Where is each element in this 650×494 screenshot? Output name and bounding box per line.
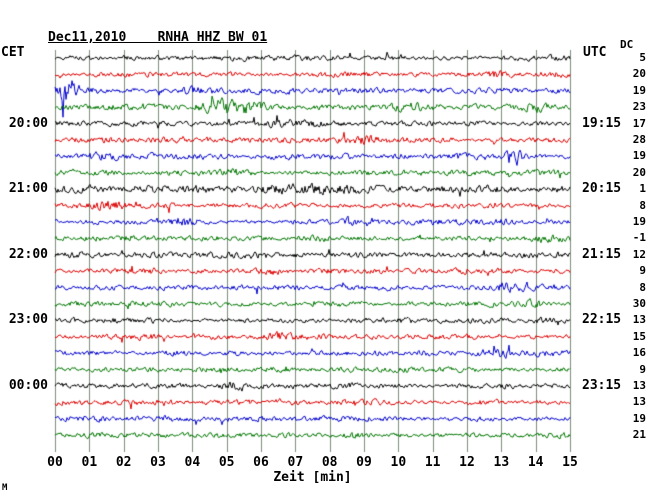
corner-mark: M <box>2 483 8 493</box>
x-tick-label: 12 <box>459 455 475 470</box>
x-tick-label: 06 <box>253 455 269 470</box>
left-timezone-label: CET <box>1 45 25 60</box>
x-tick-label: 08 <box>321 455 338 470</box>
x-axis-title: Zeit [min] <box>273 470 352 485</box>
dc-value: 12 <box>632 247 646 261</box>
dc-value: 16 <box>632 346 646 360</box>
cet-hour-label: 00:00 <box>8 378 48 393</box>
x-tick-label: 00 <box>47 455 63 470</box>
utc-hour-label: 20:15 <box>582 181 622 197</box>
dc-value: 20 <box>632 67 646 81</box>
dc-column-header: DC <box>620 38 634 51</box>
dc-value: 19 <box>632 215 646 228</box>
cet-hour-label: 23:00 <box>8 312 48 328</box>
x-tick-label: 09 <box>356 455 372 470</box>
dc-value: 17 <box>632 116 646 130</box>
dc-value: 21 <box>632 428 646 442</box>
utc-hour-label: 21:15 <box>582 246 622 262</box>
dc-value: 5 <box>639 51 646 64</box>
dc-value: 23 <box>632 100 646 114</box>
x-tick-label: 01 <box>81 455 98 470</box>
dc-value: 1 <box>639 182 646 196</box>
dc-value: 28 <box>632 133 646 146</box>
dc-value: 19 <box>632 83 646 97</box>
dc-value: 13 <box>632 313 646 327</box>
dc-value: 8 <box>639 280 646 294</box>
x-tick-label: 10 <box>390 455 407 470</box>
x-tick-label: 15 <box>562 455 578 470</box>
dc-value: 13 <box>632 395 646 409</box>
dc-value: 15 <box>632 329 646 343</box>
dc-value: 9 <box>639 362 646 376</box>
utc-hour-label: 22:15 <box>582 312 622 328</box>
right-timezone-label: UTC <box>583 45 607 60</box>
cet-hour-label: 20:00 <box>8 115 48 131</box>
x-tick-label: 03 <box>150 455 166 470</box>
x-tick-label: 13 <box>493 455 510 470</box>
cet-hour-label: 21:00 <box>8 181 48 197</box>
x-tick-label: 07 <box>287 455 304 470</box>
utc-hour-label: 23:15 <box>582 378 622 393</box>
dc-value: 9 <box>639 264 646 278</box>
cet-hour-label: 22:00 <box>8 246 48 262</box>
dc-value: 19 <box>632 411 646 425</box>
plot-title: Dec11,2010 RNHA HHZ BW 01 <box>48 30 268 45</box>
utc-hour-label: 19:15 <box>582 115 622 131</box>
dc-value: -1 <box>632 231 646 245</box>
dc-value: 13 <box>632 379 646 392</box>
x-tick-label: 11 <box>424 455 441 470</box>
dc-value: 19 <box>632 149 646 163</box>
dc-value: 20 <box>632 165 646 179</box>
x-tick-label: 05 <box>218 455 235 470</box>
dc-value: 8 <box>639 198 646 212</box>
x-tick-label: 04 <box>184 455 201 470</box>
dc-value: 30 <box>632 297 646 310</box>
x-tick-label: 02 <box>115 455 132 470</box>
x-tick-label: 14 <box>527 455 544 470</box>
